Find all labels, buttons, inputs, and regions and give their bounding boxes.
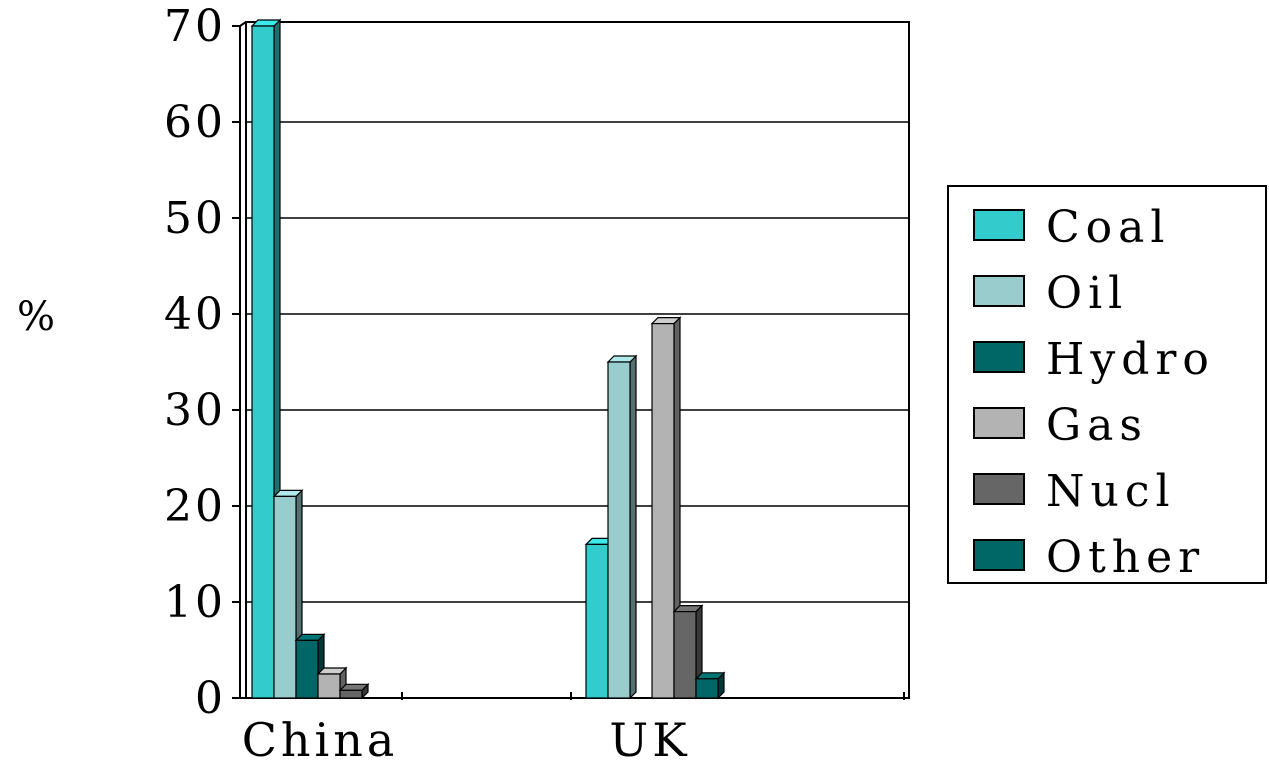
legend-item: Coal: [973, 202, 1170, 253]
legend-swatch: [973, 209, 1025, 241]
bar-front: [585, 543, 609, 699]
bar-front: [273, 495, 297, 699]
legend-swatch: [973, 341, 1025, 373]
legend: Coal Oil Hydro Gas Nucl Other: [947, 185, 1267, 584]
legend-label: Other: [1046, 532, 1205, 583]
y-tick-label: 30: [164, 385, 226, 436]
bar-front: [251, 25, 275, 699]
bar-nucl-uk: [672, 604, 704, 700]
bar-front: [695, 678, 719, 699]
legend-item: Oil: [973, 268, 1128, 319]
legend-label: Hydro: [1046, 334, 1215, 385]
y-tick-label: 40: [164, 289, 226, 340]
y-tick-label: 50: [164, 193, 226, 244]
bar-front: [339, 689, 363, 699]
bar-nucl-china: [338, 682, 370, 700]
y-tick-labels: 0 10 20 30 40 50 60 70: [164, 1, 226, 724]
bar-front: [651, 323, 675, 699]
bar-front: [607, 361, 631, 699]
plot-frame: [245, 21, 910, 699]
x-tick-label: UK: [609, 713, 690, 761]
bar-front: [317, 673, 341, 699]
bar-front: [295, 639, 319, 699]
legend-box: [947, 185, 1267, 584]
y-axis-label: %: [17, 294, 55, 340]
y-tick-label: 0: [195, 673, 226, 724]
wall-edge: [239, 21, 247, 27]
bar-gas-uk: [650, 316, 682, 700]
legend-swatch: [973, 473, 1025, 505]
legend-label: Gas: [1046, 400, 1148, 451]
legend-item: Other: [973, 532, 1205, 583]
bar-front: [673, 610, 697, 699]
legend-item: Hydro: [973, 334, 1215, 385]
legend-item: Nucl: [973, 466, 1176, 517]
axes: [232, 21, 910, 700]
bars: [250, 18, 726, 700]
category-labels: China UK: [242, 713, 690, 761]
bar-side: [629, 354, 637, 700]
y-tick-label: 20: [164, 481, 226, 532]
y-tick-label: 10: [164, 577, 226, 628]
bar-other-uk: [694, 671, 726, 700]
legend-label: Coal: [1046, 202, 1170, 253]
legend-label: Oil: [1046, 268, 1128, 319]
gridlines: [246, 121, 909, 603]
legend-swatch: [973, 407, 1025, 439]
x-tick-label: China: [242, 713, 399, 761]
legend-label: Nucl: [1046, 466, 1176, 517]
y-tick-label: 60: [164, 97, 226, 148]
legend-item: Gas: [973, 400, 1148, 451]
legend-swatch: [973, 539, 1025, 571]
bar-oil-uk: [606, 354, 638, 700]
legend-swatch: [973, 275, 1025, 307]
y-tick-label: 70: [164, 1, 226, 52]
